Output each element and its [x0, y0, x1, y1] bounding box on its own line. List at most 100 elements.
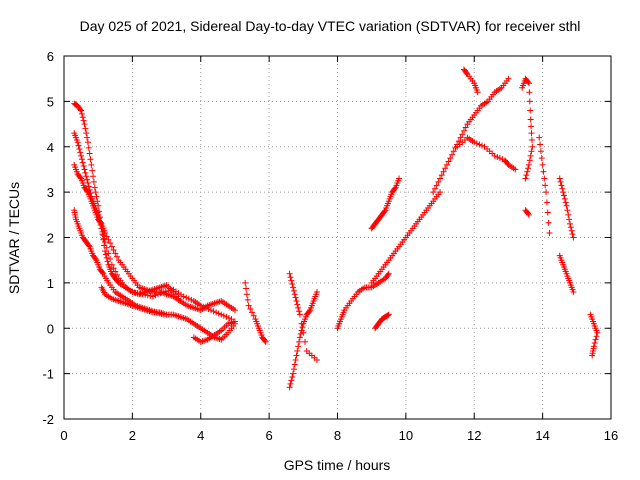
data-point [438, 172, 445, 179]
data-point [526, 98, 533, 105]
data-point [110, 265, 117, 272]
x-tick-label: 8 [334, 428, 341, 443]
data-point [220, 312, 227, 319]
data-point [540, 168, 547, 175]
data-point [313, 288, 320, 295]
data-point [87, 156, 94, 163]
axis-ticks [63, 55, 612, 420]
x-tick-label: 2 [129, 428, 136, 443]
data-point [567, 224, 574, 231]
data-point [82, 125, 89, 132]
data-point [81, 166, 88, 173]
data-point [431, 185, 438, 192]
data-point [512, 166, 519, 173]
data-point [542, 182, 549, 189]
data-point [525, 211, 532, 218]
y-axis-label: SDTVAR / TECUs [6, 182, 22, 294]
data-point [381, 208, 388, 215]
data-point [180, 293, 187, 300]
data-point [290, 370, 297, 377]
data-point [93, 193, 100, 200]
data-point [250, 312, 257, 319]
data-point [496, 155, 503, 162]
data-point [568, 227, 575, 234]
data-point [592, 336, 599, 343]
series-arc-t [556, 175, 577, 241]
series-arc-h [286, 288, 320, 391]
data-point [491, 152, 498, 159]
data-point [543, 199, 550, 206]
data-point [440, 168, 447, 175]
data-point [528, 148, 535, 155]
data-point [528, 130, 535, 137]
data-point [110, 246, 117, 253]
y-tick-label: 5 [47, 94, 54, 109]
data-point [300, 329, 307, 336]
data-point [302, 338, 309, 345]
data-point [538, 155, 545, 162]
data-point [525, 79, 532, 86]
data-point [112, 250, 119, 257]
series-arc-l [368, 175, 403, 232]
data-point [522, 175, 529, 182]
data-point [433, 182, 440, 189]
data-point [296, 311, 303, 318]
series-arc-k [368, 189, 444, 286]
data-point [473, 140, 480, 147]
data-point [88, 161, 95, 168]
data-point [288, 277, 295, 284]
data-point [295, 304, 302, 311]
data-point [243, 285, 250, 292]
x-tick-label: 4 [197, 428, 204, 443]
data-point [529, 143, 536, 150]
data-point [478, 142, 485, 149]
data-point [262, 338, 269, 345]
data-point [78, 152, 85, 159]
data-point [85, 144, 92, 151]
data-point [107, 256, 114, 263]
data-point [89, 167, 96, 174]
series-arc-b [71, 130, 184, 305]
data-point [290, 284, 297, 291]
data-point [81, 121, 88, 128]
data-point [210, 308, 217, 315]
data-point [92, 256, 99, 263]
data-point [293, 352, 300, 359]
data-point [79, 159, 86, 166]
data-point [74, 139, 81, 146]
data-point [86, 150, 93, 157]
data-point [113, 271, 120, 278]
data-point [593, 333, 600, 340]
x-tick-label: 14 [535, 428, 549, 443]
x-tick-label: 0 [60, 428, 67, 443]
data-point [385, 270, 392, 277]
data-point [225, 315, 232, 322]
data-point [286, 384, 293, 391]
data-point [85, 183, 92, 190]
data-point [443, 161, 450, 168]
data-point [105, 250, 112, 257]
data-point [286, 270, 293, 277]
data-point [561, 195, 568, 202]
data-point [460, 127, 467, 134]
data-point [437, 175, 444, 182]
x-tick-label: 6 [266, 428, 273, 443]
data-point [78, 156, 85, 163]
data-point [313, 357, 320, 364]
data-point [560, 192, 567, 199]
data-point [293, 298, 300, 305]
data-point [77, 149, 84, 156]
data-point [525, 161, 532, 168]
series-arc-f [190, 318, 238, 345]
data-point [560, 189, 567, 196]
data-point [442, 165, 449, 172]
data-point [297, 330, 304, 337]
data-point [80, 117, 87, 124]
data-point [97, 219, 104, 226]
data-point [84, 134, 91, 141]
series-arc-s [536, 134, 553, 236]
data-point [291, 361, 298, 368]
data-point [83, 173, 90, 180]
data-point [147, 292, 154, 299]
